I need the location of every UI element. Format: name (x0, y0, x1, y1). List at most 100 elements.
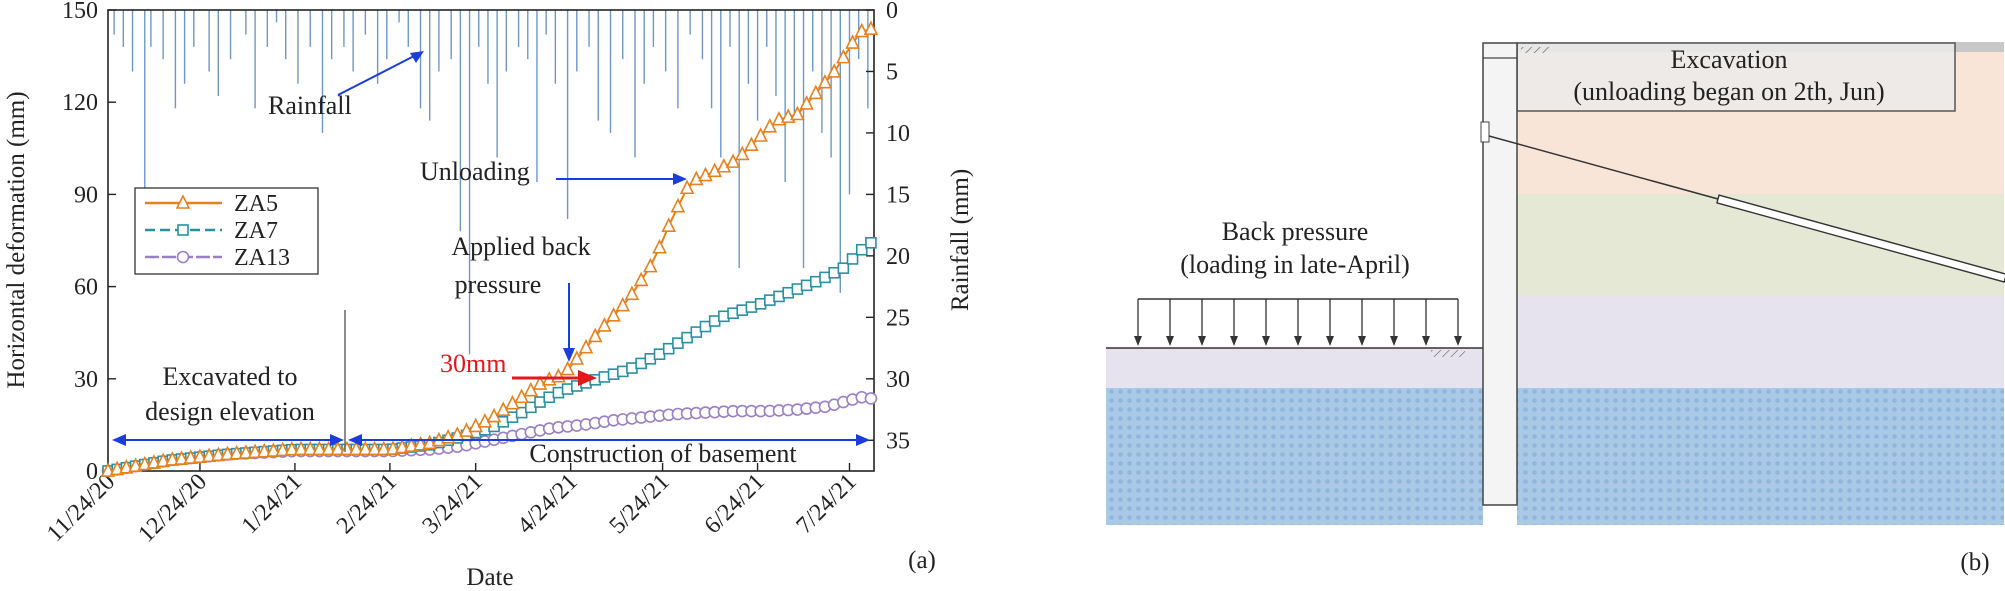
data-point-za5 (661, 217, 677, 232)
right-tick-label: 35 (886, 428, 910, 454)
data-point-za5 (183, 449, 199, 464)
data-point-za5 (192, 448, 208, 463)
x-tick-label: 7/24/21 (791, 469, 861, 539)
excavation-span-arrowhead-left (112, 434, 126, 446)
soil-layer-left-upper (1106, 348, 1483, 388)
data-point-za5 (578, 338, 594, 354)
legend-label-za7: ZA7 (234, 218, 278, 244)
x-tick-label: 5/24/21 (605, 469, 675, 539)
x-tick-label: 2/24/21 (332, 469, 402, 539)
data-point-za5 (211, 446, 226, 462)
data-point-za5 (790, 105, 805, 121)
data-point-za5 (256, 442, 272, 458)
data-point-za5 (836, 48, 851, 64)
load-arrow-head (1134, 336, 1142, 346)
data-point-za5 (633, 271, 649, 287)
left-tick-label: 30 (74, 367, 98, 393)
data-point-za5 (330, 440, 346, 456)
data-point-za5 (376, 440, 392, 456)
data-point-za5 (744, 136, 759, 152)
load-arrow-head (1166, 336, 1174, 346)
data-point-za5 (688, 170, 704, 186)
data-point-za5 (679, 179, 695, 195)
data-point-za5 (734, 145, 750, 161)
data-point-za5 (762, 117, 778, 133)
x-tick-label: 11/24/20 (42, 469, 120, 547)
data-point-za5 (293, 440, 309, 456)
excavation-label-line1: Excavation (1671, 45, 1788, 74)
load-arrow-head (1390, 336, 1398, 346)
right-tick-label: 25 (886, 305, 910, 331)
load-arrow-head (1230, 336, 1238, 346)
data-point-za5 (238, 444, 254, 459)
data-point-za5 (413, 435, 428, 451)
x-axis-label: Date (466, 564, 513, 591)
data-point-za7 (837, 262, 850, 274)
right-tick-label: 10 (886, 121, 910, 147)
x-tick-label: 1/24/21 (237, 469, 307, 539)
load-arrow-head (1422, 336, 1430, 346)
left-axis-label: Horizontal deformation (mm) (3, 91, 30, 388)
thirty-mm-arrowhead (578, 370, 597, 386)
legend-marker-za5 (175, 194, 191, 209)
x-tick-label: 12/24/20 (133, 469, 212, 548)
data-point-za5 (247, 443, 263, 459)
data-point-za5 (394, 438, 410, 454)
panel-a: 0 30 60 90 120 150 0 5 10 15 20 25 30 35 11/24/20 12/… (3, 0, 974, 591)
data-point-za5 (569, 350, 585, 365)
x-tick-label: 4/24/21 (513, 469, 583, 539)
anchor-tendon (1488, 135, 1719, 200)
data-point-za5 (358, 440, 373, 456)
anchor-grout-body (1716, 194, 2005, 283)
excavation-box (1516, 42, 1956, 112)
right-tick-label: 15 (886, 182, 910, 208)
data-point-za7 (855, 243, 868, 256)
data-point-za5 (845, 34, 860, 49)
load-arrow-head (1326, 336, 1334, 346)
x-axis-ticks: 11/24/20 12/24/20 1/24/21 2/24/21 3/24/21 4/2… (42, 463, 862, 548)
excavation-label-line2: (unloading began on 2th, Jun) (1573, 77, 1884, 106)
unloading-arrowhead (673, 173, 687, 185)
legend-marker-za13 (176, 250, 190, 264)
ground-hatch-left (1431, 350, 1465, 357)
rainfall-arrow (337, 53, 419, 96)
data-point-za13 (864, 392, 878, 405)
data-point-za7 (846, 253, 859, 265)
load-arrow-head (1294, 336, 1302, 346)
data-point-za5 (174, 450, 189, 465)
data-point-za5 (201, 447, 217, 463)
data-point-za5 (302, 440, 318, 456)
data-point-za5 (339, 440, 355, 456)
right-tick-label: 30 (886, 367, 910, 393)
data-point-za5 (385, 440, 401, 455)
data-point-za5 (624, 285, 640, 301)
excavation-span-arrowhead-right (330, 434, 344, 446)
data-point-za5 (753, 127, 768, 142)
back-pressure-label-line2: (loading in late-April) (1180, 250, 1410, 279)
data-point-za5 (532, 375, 548, 390)
thirty-mm-annotation: 30mm (440, 349, 506, 378)
anchor-head (1480, 121, 1490, 143)
rainfall-annotation: Rainfall (268, 91, 352, 120)
data-point-za5 (165, 451, 180, 466)
data-point-za5 (863, 20, 879, 36)
data-point-za5 (643, 257, 658, 273)
panel-a-label: (a) (908, 547, 936, 574)
data-point-za5 (284, 440, 300, 456)
data-point-za5 (220, 445, 235, 461)
data-point-za5 (367, 440, 382, 456)
data-point-za5 (321, 440, 336, 456)
soil-layer-left-lower (1106, 388, 1483, 525)
data-point-za5 (670, 197, 686, 213)
data-point-za5 (275, 441, 290, 457)
left-tick-label: 120 (62, 90, 98, 116)
x-tick-label: 3/24/21 (418, 469, 488, 539)
load-arrow-head (1262, 336, 1270, 346)
legend-label-za5: ZA5 (234, 191, 278, 217)
left-tick-label: 60 (74, 275, 98, 301)
data-point-za5 (404, 437, 419, 452)
data-point-za5 (826, 63, 842, 78)
load-arrow-head (1198, 336, 1206, 346)
series-group (100, 20, 879, 478)
